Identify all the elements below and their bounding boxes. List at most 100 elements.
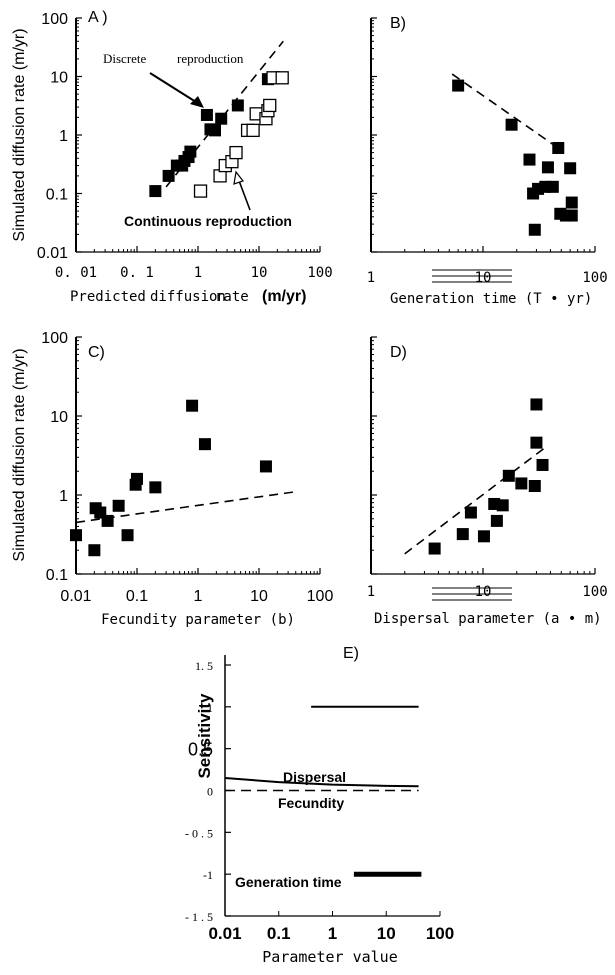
x-axis-label-word: (m/yr): [262, 288, 306, 305]
y-tick-label: - 1 . 5: [185, 910, 213, 924]
x-tick-label: 10: [250, 588, 268, 605]
data-point-filled-square: [101, 514, 114, 527]
x-tick-label: 10: [251, 265, 268, 281]
x-tick-label: 100: [582, 584, 607, 600]
panel-d: 1 10 100 D) Dispersal parameter (a • m): [367, 336, 608, 627]
annotation-discrete: Discrete: [103, 51, 147, 66]
data-point-filled-square: [200, 108, 213, 121]
x-tick-label: 10: [475, 270, 492, 286]
annotation-arrowhead-discrete: [190, 96, 204, 108]
data-point-filled-square: [198, 438, 211, 451]
x-tick-label: 10: [475, 584, 492, 600]
data-point-filled-square: [428, 542, 441, 555]
panel-label: C): [88, 344, 105, 361]
y-tick-label: 0.01: [37, 245, 68, 262]
x-tick-label: 1: [367, 584, 375, 600]
data-point-filled-square: [530, 436, 543, 449]
data-point-open-square: [263, 98, 277, 113]
x-axis-label-word: Predicted: [70, 289, 146, 305]
data-point-filled-square: [502, 469, 515, 482]
x-tick-label: 100: [307, 265, 332, 281]
panel-e: - 1 . 5 -1 - 0 . 5 0 0.5 1 1. 5 Sensitivity 0.01…: [185, 645, 454, 966]
y-tick-label: 0.1: [46, 567, 68, 584]
panel-c: 0.1 1 10 100 0.01 0.1 1 10 100 C) Fecundity parame…: [41, 330, 333, 628]
x-tick-label: 0. 01: [55, 265, 97, 281]
data-point-filled-square: [259, 460, 272, 473]
data-point-filled-square: [456, 528, 469, 541]
x-tick-label: 0.01: [208, 924, 241, 943]
data-point-filled-square: [505, 118, 518, 131]
series-label-generation-time: Generation time: [235, 874, 342, 890]
y-tick-label: 100: [41, 11, 68, 28]
x-tick-label: 1: [328, 924, 337, 943]
y-tick-label: -1: [203, 868, 213, 882]
data-point-filled-square: [528, 223, 541, 236]
data-point-filled-square: [121, 529, 134, 542]
annotation-arrowhead-continuous: [233, 170, 244, 185]
panel-label: D): [390, 344, 407, 361]
data-point-filled-square: [541, 161, 554, 174]
y-tick-label: 1: [59, 128, 68, 145]
y-tick-label: - 0 . 5: [185, 826, 213, 840]
data-point-filled-square: [231, 99, 244, 112]
data-point-filled-square: [464, 506, 477, 519]
y-axis-title-middle: Simulated diffusion rate (m/yr): [11, 348, 28, 561]
x-axis-label: Generation time (T • yr): [390, 291, 592, 307]
data-point-filled-square: [552, 141, 565, 154]
x-tick-label: 0.1: [126, 588, 148, 605]
data-point-filled-square: [496, 499, 509, 512]
x-tick-label: 1: [194, 588, 203, 605]
data-point-filled-square: [490, 514, 503, 527]
x-axis-label-word: diffusion: [150, 289, 226, 305]
data-point-filled-square: [477, 530, 490, 543]
x-tick-label: 100: [426, 924, 454, 943]
data-point-filled-square: [209, 124, 222, 137]
data-point-filled-square: [452, 79, 465, 92]
series-line-fecundity: [224, 777, 419, 788]
x-tick-label: 0.01: [60, 588, 91, 605]
data-point-filled-square: [564, 162, 577, 175]
data-point-filled-square: [536, 458, 549, 471]
panel-a: 0.01 0.1 1 10 100 0. 01 0. 1 1 10 100 A ) Predicted…: [37, 9, 333, 305]
y-axis-title: Sensitivity: [195, 693, 214, 779]
y-tick-label: 1. 5: [195, 659, 213, 673]
data-point-filled-square: [131, 472, 143, 485]
data-point-open-square: [193, 184, 208, 198]
x-tick-label: 10: [377, 924, 396, 943]
y-tick-label: 10: [50, 409, 68, 426]
x-tick-label: 0. 1: [120, 265, 154, 281]
data-point-filled-square: [88, 544, 101, 557]
x-tick-label: 1: [194, 265, 202, 281]
x-tick-label: 1: [367, 270, 375, 286]
panel-label: A ): [88, 9, 108, 26]
y-tick-label: 1: [207, 701, 213, 715]
annotation-continuous: Continuous reproduction: [124, 213, 292, 229]
annotation-arrow-continuous: [237, 177, 251, 211]
panel-label: E): [343, 645, 359, 662]
x-axis-label-word: rate: [215, 289, 249, 305]
data-point-filled-square: [112, 499, 125, 512]
x-tick-label: 0.1: [267, 924, 291, 943]
data-point-filled-square: [162, 169, 175, 182]
panel-b: 1 10 100 B) Generation time (T • yr): [367, 15, 608, 307]
data-point-filled-square: [184, 145, 197, 158]
y-tick-label: 100: [41, 330, 68, 347]
fit-line-dashed: [451, 73, 562, 151]
y-tick-label: 0.1: [46, 187, 68, 204]
panel-label: B): [390, 15, 406, 32]
y-tick-label: 1: [59, 488, 68, 505]
data-point-filled-square: [523, 153, 536, 166]
y-tick-label: 0.5: [188, 740, 213, 760]
data-point-filled-square: [70, 529, 82, 542]
x-axis-label: Dispersal parameter (a • m): [374, 611, 602, 627]
annotation-reproduction: reproduction: [177, 51, 244, 66]
annotation-arrow-discrete: [149, 72, 197, 103]
x-axis-label: Parameter value: [262, 948, 397, 966]
data-point-filled-square: [149, 185, 162, 198]
y-tick-label: 0: [207, 785, 213, 799]
data-point-filled-square: [546, 180, 559, 193]
x-axis-label: Fecundity parameter (b): [101, 612, 295, 628]
y-tick-label: 10: [50, 70, 68, 87]
x-tick-label: 100: [582, 270, 607, 286]
